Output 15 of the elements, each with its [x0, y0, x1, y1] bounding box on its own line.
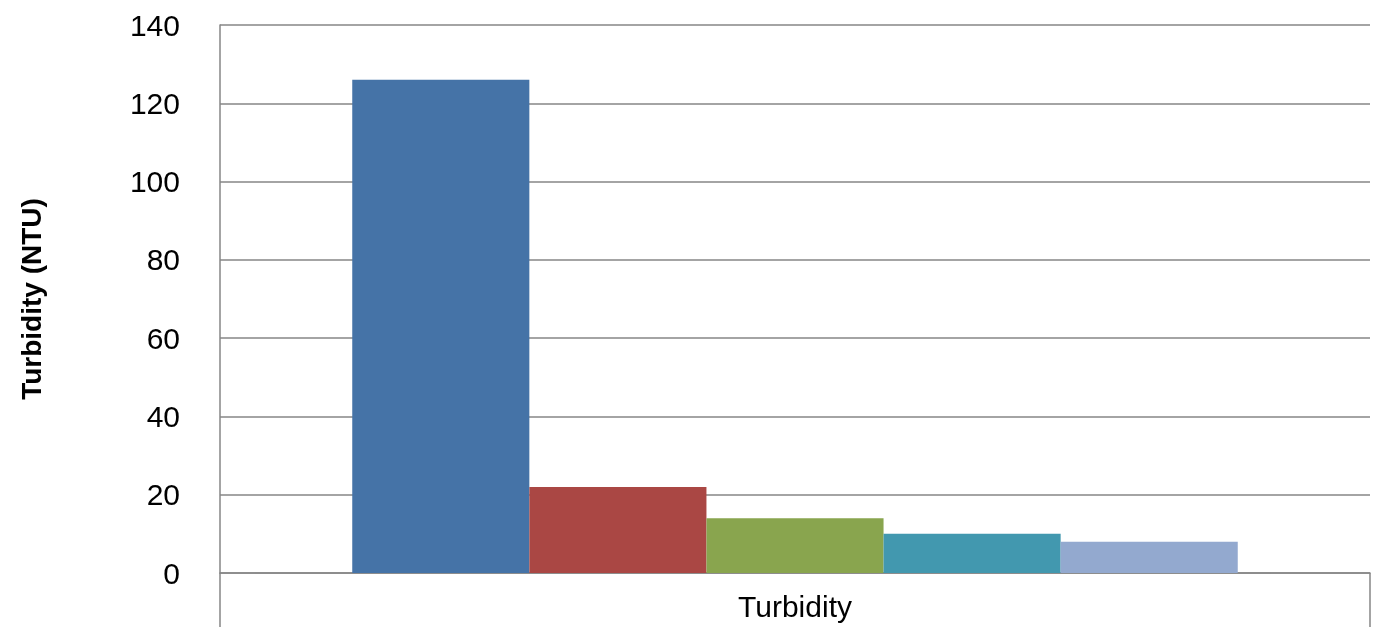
y-tick-label: 80 [146, 243, 180, 277]
y-tick-label: 100 [129, 165, 180, 199]
bar [883, 533, 1061, 573]
y-tick-label: 120 [129, 86, 180, 120]
bar [352, 79, 530, 573]
y-tick-label: 60 [146, 321, 180, 355]
y-tick-label: 40 [146, 399, 180, 433]
y-axis-title: Turbidity (NTU) [15, 198, 47, 400]
y-tick-label: 0 [163, 556, 180, 590]
bar [706, 518, 884, 573]
x-tick-label: Turbidity [738, 589, 852, 623]
bar [529, 486, 707, 573]
y-tick-label: 140 [129, 8, 180, 42]
bar [1060, 541, 1238, 573]
y-tick-label: 20 [146, 478, 180, 512]
